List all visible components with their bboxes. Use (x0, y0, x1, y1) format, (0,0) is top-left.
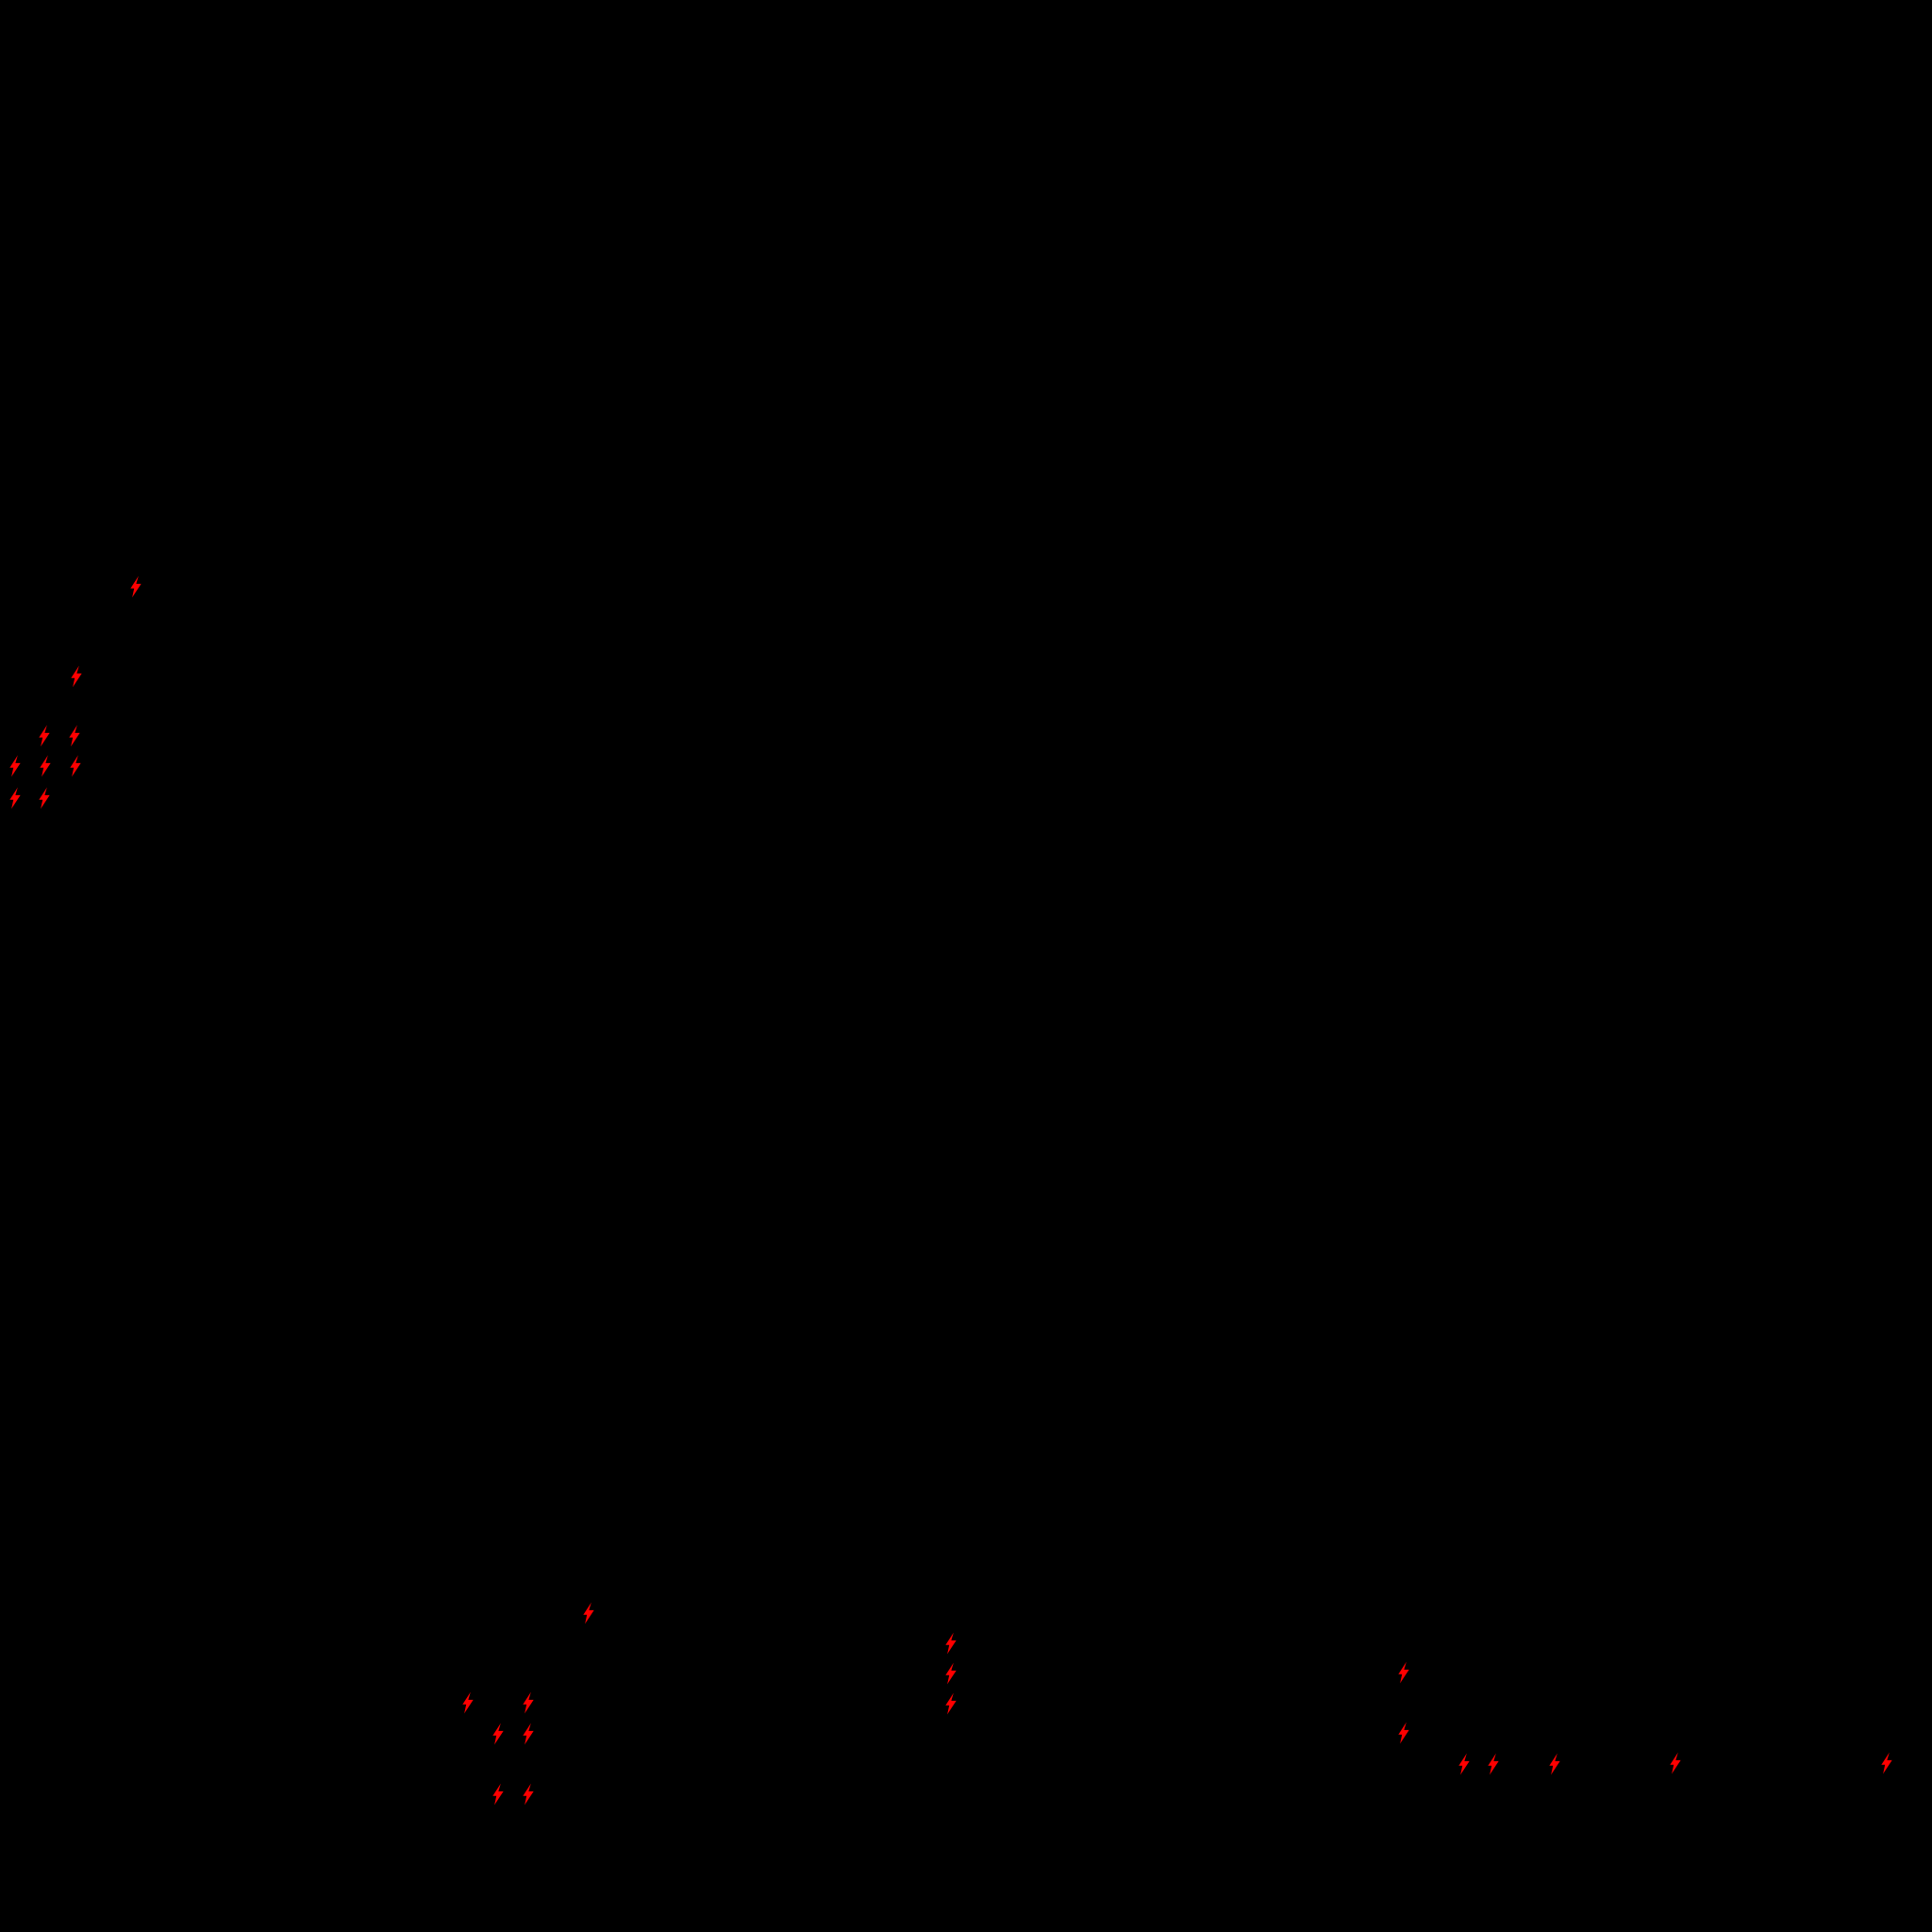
lightning-bolt-icon (943, 1691, 959, 1717)
lightning-bolt-icon (8, 754, 24, 779)
lightning-bolt-icon (943, 1631, 959, 1657)
lightning-bolt-icon (37, 786, 53, 811)
lightning-bolt-icon (128, 575, 144, 600)
lightning-bolt-icon (521, 1690, 537, 1716)
lightning-bolt-icon (581, 1601, 597, 1626)
lightning-bolt-icon (67, 724, 83, 749)
lightning-bolt-icon (1457, 1752, 1473, 1777)
lightning-bolt-icon (1486, 1752, 1502, 1777)
lightning-bolt-icon (491, 1722, 507, 1747)
lightning-bolt-icon (460, 1690, 476, 1716)
lightning-bolt-icon (943, 1661, 959, 1687)
lightning-bolt-icon (491, 1782, 507, 1807)
lightning-bolt-icon (69, 664, 85, 690)
lightning-bolt-icon (8, 786, 24, 811)
lightning-bolt-icon (1396, 1721, 1412, 1746)
lightning-bolt-icon (68, 754, 84, 779)
lightning-bolt-icon (1547, 1752, 1563, 1777)
lightning-bolt-icon (1668, 1751, 1684, 1776)
lightning-bolt-icon (521, 1722, 537, 1747)
lightning-bolt-icon (1879, 1751, 1895, 1776)
lightning-bolt-icon (37, 724, 53, 749)
lightning-bolt-icon (1396, 1660, 1412, 1686)
lightning-bolt-icon (38, 754, 54, 779)
lightning-bolt-icon (521, 1782, 537, 1807)
